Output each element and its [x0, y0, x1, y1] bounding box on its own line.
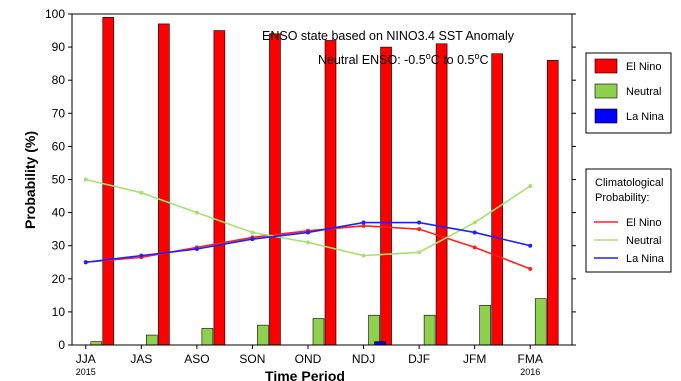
y-tick-label-60: 60	[52, 139, 66, 153]
bar-el-nino-jja	[102, 17, 115, 346]
point-neutral-fma	[528, 184, 533, 189]
axes-layer: 0 10 20 30 40 50 60 70 80 90 100 JJA JAS ASO SON OND NDJ…	[45, 7, 576, 377]
bar-el-nino-djf	[435, 43, 448, 346]
bar-legend-label-neutral: Neutral	[626, 86, 661, 98]
point-el-nino-jfm	[472, 245, 477, 250]
plot-area	[72, 14, 572, 345]
x-axis-label: Time Period	[265, 368, 345, 381]
bar-neutral-son	[257, 324, 269, 346]
bar-neutral-ndj	[368, 314, 380, 346]
x-tick-label-ndj: NDJ	[352, 352, 375, 366]
bar-el-nino-fma	[546, 60, 559, 346]
point-neutral-jas	[139, 190, 144, 195]
x-tick-label-jas: JAS	[130, 352, 152, 366]
bar-legend-label-el-nino: El Nino	[626, 61, 661, 73]
bar-neutral-ond	[312, 318, 325, 346]
line-legend-box	[585, 168, 672, 273]
bar-neutral-jfm	[479, 304, 491, 346]
point-la-nina-jfm	[472, 230, 477, 235]
title2-sup-2: o	[474, 51, 479, 61]
point-neutral-aso	[194, 210, 199, 215]
chart-title-line1: ENSO state based on NINO3.4 SST Anomaly	[262, 29, 515, 43]
y-axis-label: Probability (%)	[22, 131, 38, 229]
y-tick-label-20: 20	[52, 272, 66, 286]
bar-el-nino-son	[269, 33, 281, 346]
bar-neutral-djf	[423, 314, 436, 346]
y-tick-label-90: 90	[52, 40, 66, 54]
point-el-nino-fma	[528, 266, 533, 271]
point-neutral-djf	[417, 250, 422, 255]
point-neutral-ndj	[361, 253, 366, 258]
point-neutral-jja	[83, 177, 88, 182]
y-tick-label-100: 100	[45, 7, 65, 21]
plot-background	[72, 14, 572, 345]
chart-title-line2: Neutral ENSO: -0.5oC to 0.5oC	[318, 51, 489, 67]
lines-layer	[83, 177, 533, 271]
bar-el-nino-ndj	[380, 46, 392, 346]
point-la-nina-ndj	[361, 220, 366, 225]
bar-neutral-jas	[146, 334, 158, 346]
point-la-nina-aso	[194, 247, 199, 252]
x-tick-label-jfm: JFM	[463, 352, 486, 366]
bar-el-nino-ond	[324, 40, 337, 346]
point-neutral-son	[250, 230, 255, 235]
y-tick-label-0: 0	[58, 338, 65, 352]
point-la-nina-son	[250, 237, 255, 242]
y-tick-label-40: 40	[52, 206, 66, 220]
point-la-nina-jja	[83, 260, 88, 265]
x-tick-label-fma: FMA	[518, 352, 543, 366]
line-legend: Climatological Probability: El Nino Neutral…	[585, 168, 672, 273]
bar-el-nino-jas	[158, 23, 170, 346]
title2-mid: C to 0.5	[431, 53, 475, 67]
point-la-nina-djf	[417, 220, 422, 225]
x-sublabel-2015: 2015	[76, 367, 96, 377]
bar-legend-swatch-el-nino	[594, 58, 618, 74]
y-tick-label-10: 10	[52, 305, 66, 319]
bar-legend-label-la-nina: La Nina	[626, 111, 665, 123]
point-el-nino-djf	[417, 227, 422, 232]
y-tick-label-70: 70	[52, 106, 66, 120]
line-legend-label-neutral: Neutral	[626, 235, 661, 247]
line-legend-title-1: Climatological	[595, 177, 663, 189]
point-la-nina-jas	[139, 253, 144, 258]
line-legend-title-2: Probability:	[595, 192, 649, 204]
x-tick-label-jja: JJA	[76, 352, 96, 366]
x-tick-label-aso: ASO	[184, 352, 209, 366]
x-tick-label-ond: OND	[295, 352, 322, 366]
point-neutral-jfm	[472, 220, 477, 225]
point-la-nina-ond	[306, 230, 310, 235]
bar-neutral-fma	[534, 298, 547, 346]
point-la-nina-fma	[528, 243, 533, 248]
title2-sup-1: o	[426, 51, 431, 61]
y-tick-label-80: 80	[52, 73, 66, 87]
x-tick-label-son: SON	[239, 352, 265, 366]
y-tick-label-30: 30	[52, 239, 66, 253]
title2-prefix: Neutral ENSO: -0.5	[318, 53, 426, 67]
title2-suffix: C	[480, 53, 489, 67]
bar-el-nino-jfm	[491, 53, 503, 346]
bar-legend-swatch-neutral	[594, 83, 618, 99]
bar-neutral-aso	[201, 328, 214, 346]
point-neutral-ond	[306, 240, 310, 245]
x-tick-label-djf: DJF	[408, 352, 430, 366]
bar-el-nino-aso	[213, 30, 226, 346]
y-tick-label-50: 50	[52, 173, 66, 187]
point-el-nino-ndj	[361, 223, 366, 228]
bar-legend-swatch-la-nina	[594, 108, 618, 124]
x-sublabel-2016: 2016	[520, 367, 540, 377]
bar-legend: El Nino Neutral La Nina	[585, 52, 672, 134]
line-legend-label-el-nino: El Nino	[626, 217, 661, 229]
line-legend-label-la-nina: La Nina	[626, 253, 665, 265]
